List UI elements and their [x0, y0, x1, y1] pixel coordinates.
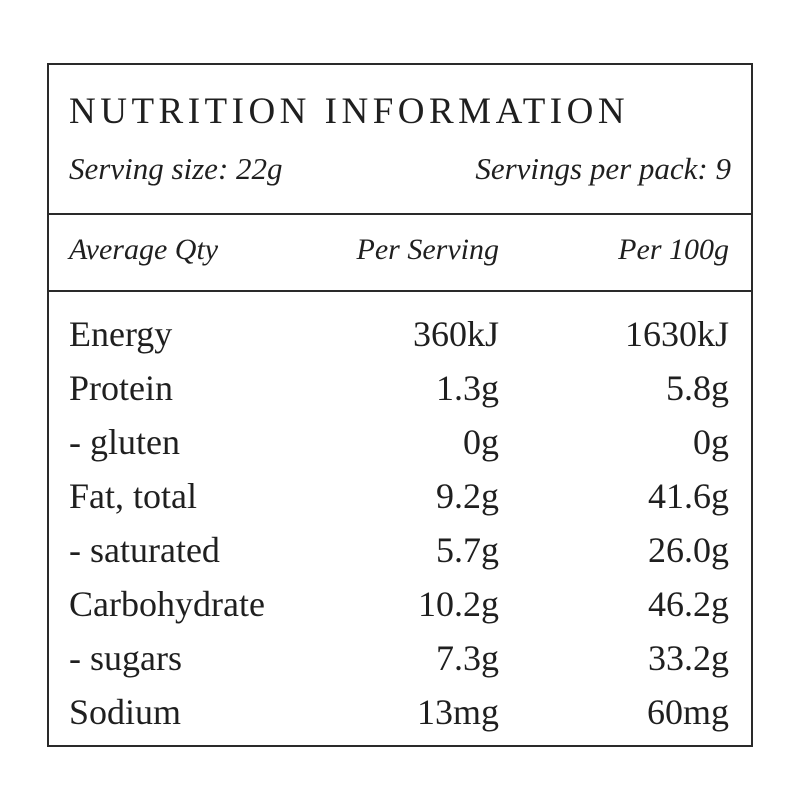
per-serving-value: 1.3g: [436, 368, 499, 408]
per-serving-value: 9.2g: [436, 476, 499, 516]
nutrition-panel: NUTRITION INFORMATION Serving size: 22g …: [47, 63, 753, 747]
per-serving-value: 7.3g: [436, 638, 499, 678]
servings-per-pack: Servings per pack: 9: [475, 151, 731, 186]
nutrient-name: - gluten: [69, 422, 180, 462]
nutrient-name: Energy: [69, 314, 173, 354]
per-serving-value: 0g: [463, 422, 499, 462]
per-100g-value: 33.2g: [648, 638, 729, 678]
per-serving-value: 5.7g: [436, 530, 499, 570]
per-serving-value: 360kJ: [412, 314, 499, 354]
table-row: Energy 360kJ 1630kJ: [49, 311, 751, 365]
per-serving-value: 10.2g: [418, 584, 499, 624]
per-serving-value: 13mg: [416, 692, 499, 732]
nutrient-name: - sugars: [69, 638, 182, 678]
table-row: Sodium 13mg 60mg: [49, 689, 751, 743]
column-header-per-100g: Per 100g: [618, 233, 729, 266]
nutrient-name: Protein: [69, 368, 173, 408]
nutrient-name: Sodium: [69, 692, 182, 732]
panel-title: NUTRITION INFORMATION: [69, 91, 630, 132]
table-row: - saturated 5.7g 26.0g: [49, 527, 751, 581]
per-100g-value: 0g: [693, 422, 729, 462]
nutrient-name: Carbohydrate: [69, 584, 265, 624]
nutrient-name: Fat, total: [69, 476, 197, 516]
per-100g-value: 46.2g: [648, 584, 729, 624]
table-row: Fat, total 9.2g 41.6g: [49, 473, 751, 527]
serving-size: Serving size: 22g: [69, 151, 283, 186]
table-row: - gluten 0g 0g: [49, 419, 751, 473]
table-row: - sugars 7.3g 33.2g: [49, 635, 751, 689]
per-100g-value: 60mg: [646, 692, 729, 732]
table-row: Carbohydrate 10.2g 46.2g: [49, 581, 751, 635]
table-row: Protein 1.3g 5.8g: [49, 365, 751, 419]
panel-header: NUTRITION INFORMATION Serving size: 22g …: [49, 65, 751, 215]
per-100g-value: 41.6g: [648, 476, 729, 516]
column-header-average-qty: Average Qty: [69, 233, 219, 266]
column-header-per-serving: Per Serving: [356, 233, 499, 266]
per-100g-value: 26.0g: [648, 530, 729, 570]
per-100g-value: 1630kJ: [624, 314, 729, 354]
per-100g-value: 5.8g: [666, 368, 729, 408]
nutrient-rows: Energy 360kJ 1630kJ Protein 1.3g 5.8g - …: [49, 311, 751, 743]
column-headers: Average Qty Per Serving Per 100g: [49, 215, 751, 292]
nutrient-name: - saturated: [69, 530, 220, 570]
